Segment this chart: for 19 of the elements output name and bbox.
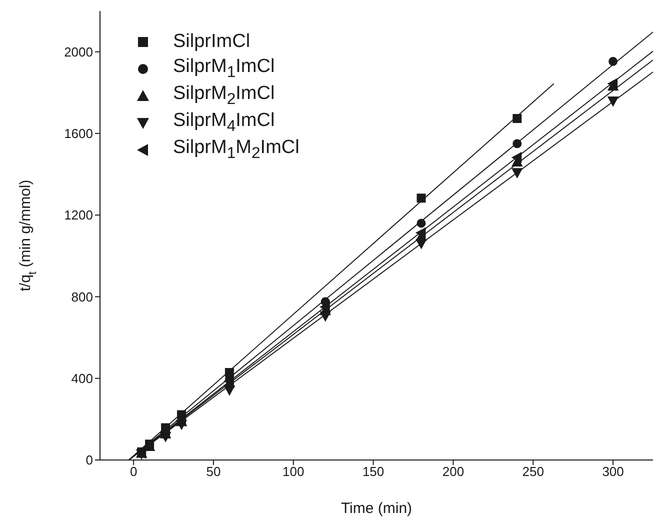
x-tick-label: 0 <box>130 464 138 480</box>
y-tick-label: 800 <box>71 289 93 304</box>
legend-label: SilprM$_{2}$ImCl <box>173 82 275 108</box>
y-tick-label: 0 <box>86 452 93 468</box>
y-tick-label: 1600 <box>64 126 93 142</box>
legend-label: SilprM$_{1}$M$_{2}$ImCl <box>173 136 300 162</box>
legend-label: SilprM$_{4}$ImCl <box>173 110 275 136</box>
x-tick-label: 50 <box>206 464 221 480</box>
x-tick-label: 150 <box>362 464 384 480</box>
legend-label: SilprImCl <box>173 30 250 52</box>
x-tick-label: 300 <box>602 464 624 480</box>
x-tick-label: 100 <box>282 464 304 480</box>
y-tick-label: 2000 <box>64 44 93 60</box>
x-axis-title: Time (min) <box>340 500 412 517</box>
legend-label: SilprM$_{1}$ImCl <box>173 56 275 82</box>
y-tick-label: 1200 <box>64 208 93 223</box>
x-tick-label: 200 <box>442 464 464 480</box>
y-tick-label: 400 <box>71 370 93 386</box>
x-tick-label: 250 <box>522 464 544 480</box>
